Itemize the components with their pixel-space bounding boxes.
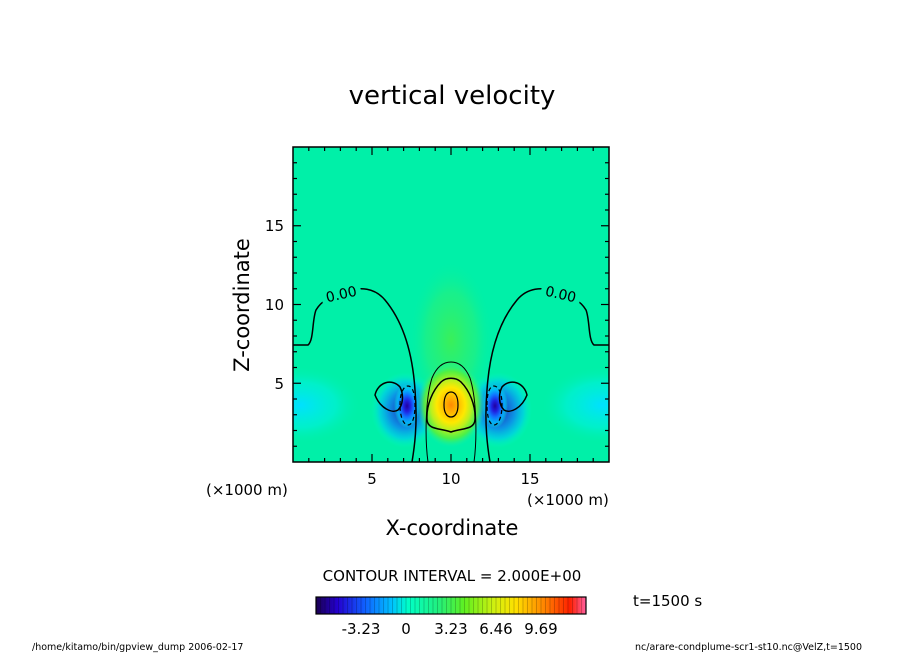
x-axis-label: X-coordinate — [386, 516, 519, 540]
chart-title: vertical velocity — [349, 81, 556, 111]
time-label: t=1500 s — [633, 592, 702, 610]
colorbar-tick-label: 6.46 — [479, 620, 512, 638]
contour-label-right: 0.00 — [544, 284, 578, 307]
contour-2-center — [425, 361, 477, 462]
y-tick-label: 5 — [274, 375, 284, 393]
contour-label-left-bg — [319, 281, 363, 306]
plot-area: 0.00 0.00 — [293, 147, 609, 462]
zero-contour-left — [293, 287, 417, 462]
x-unit-label: (×1000 m) — [527, 491, 609, 509]
contour-8-loop — [443, 391, 459, 418]
contour-neg2-left — [399, 385, 416, 426]
colorbar: -3.23 0 3.23 6.46 9.69 — [315, 596, 587, 638]
contour-neg2-right — [486, 385, 503, 426]
contours — [293, 287, 609, 462]
y-tick-label: 15 — [265, 217, 284, 235]
footer-right: nc/arare-condplume-scr1-st10.nc@VelZ,t=1… — [635, 642, 862, 653]
x-tick-label: 15 — [520, 470, 539, 488]
colorbar-tick-label: 0 — [401, 620, 411, 638]
contour-4-loop — [426, 377, 476, 433]
footer-left: /home/kitamo/bin/gpview_dump 2006-02-17 — [32, 642, 243, 653]
colorbar-frame — [315, 596, 587, 615]
edge-lobe-left — [293, 367, 360, 443]
edge-lobe-right — [542, 367, 609, 443]
contour-2-loop-right — [498, 381, 528, 412]
x-tick-label: 5 — [367, 470, 377, 488]
colorbar-segments — [320, 597, 582, 614]
y-unit-label: (×1000 m) — [206, 481, 288, 499]
colorbar-tick-label: -3.23 — [342, 620, 381, 638]
tick-marks — [293, 147, 609, 462]
y-tick-label: 10 — [265, 296, 284, 314]
contour-label-right-bg — [539, 281, 583, 306]
colorbar-tick-label: 9.69 — [524, 620, 557, 638]
colorbar-tick-label: 3.23 — [434, 620, 467, 638]
contour-label-left: 0.00 — [324, 284, 358, 307]
x-tick-label: 10 — [441, 470, 460, 488]
contour-interval-text: CONTOUR INTERVAL = 2.000E+00 — [323, 567, 582, 585]
y-axis-label: Z-coordinate — [230, 238, 254, 372]
contour-2-loop-left — [374, 381, 404, 412]
updraft-core — [417, 363, 485, 447]
zero-contour-right — [485, 287, 609, 462]
